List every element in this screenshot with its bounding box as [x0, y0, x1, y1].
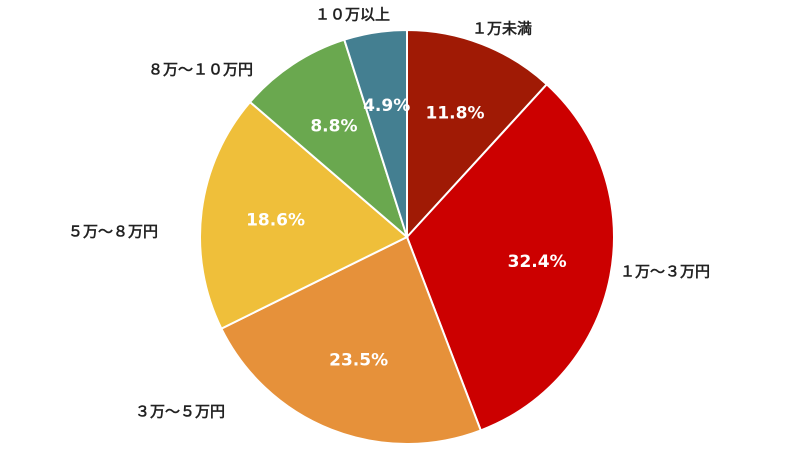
slice-category-label: １０万以上	[315, 6, 390, 24]
pie-slice	[199, 100, 409, 330]
slice-category-label: １万～３万円	[620, 263, 710, 281]
slice-category-label: ８万～１０万円	[148, 61, 253, 79]
slice-value-label: 18.6%	[246, 210, 305, 230]
pie-slice	[248, 38, 410, 241]
pie-slice	[220, 235, 483, 445]
slice-value-label: 4.9%	[363, 96, 410, 116]
pie-slice	[343, 28, 408, 238]
slice-category-label: １万未満	[472, 20, 532, 38]
slice-value-label: 32.4%	[508, 252, 567, 272]
pie-slice	[405, 82, 615, 432]
slice-value-label: 11.8%	[426, 104, 485, 124]
slice-category-label: ５万～８万円	[68, 223, 158, 241]
slice-value-label: 8.8%	[310, 117, 357, 137]
slice-value-label: 23.5%	[329, 350, 388, 370]
pie-slice	[406, 28, 549, 240]
slice-category-label: ３万～５万円	[135, 403, 225, 421]
